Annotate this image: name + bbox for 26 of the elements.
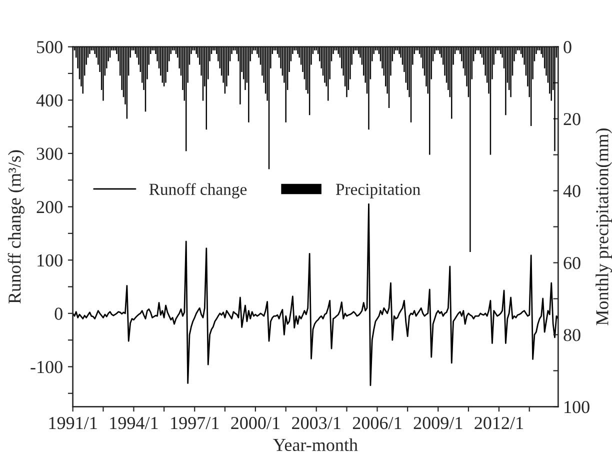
y-tick-label: 300 (36, 148, 62, 160)
y2-tick-label: 80 (564, 328, 580, 342)
y-tick-label: 200 (36, 201, 62, 214)
y2-tick-label: 20 (564, 113, 580, 126)
y-tick-label: 0 (54, 308, 62, 320)
y2-tick-label: 40 (563, 185, 580, 198)
x-axis-title: Year-month (273, 438, 358, 452)
y2-tick-label: 0 (564, 41, 572, 54)
y-tick-label: 400 (36, 94, 62, 107)
x-tick-label: 2003/1 (292, 416, 340, 430)
y-tick-label: -100 (30, 360, 62, 374)
x-tick-label: 2009/1 (414, 416, 462, 430)
legend-label: Runoff change (149, 183, 247, 198)
y-tick-label: 500 (37, 41, 62, 54)
x-tick-label: 1997/1 (171, 416, 219, 430)
x-tick-label: 1994/1 (110, 416, 158, 430)
y-axis-title: Runoff change (m³/s) (8, 150, 24, 304)
x-tick-label: 1991/1 (49, 416, 97, 430)
x-tick-label: 2012/1 (474, 416, 523, 430)
y-tick-label: 100 (38, 254, 62, 267)
x-tick-label: 2000/1 (231, 416, 280, 430)
y2-tick-label: 100 (564, 400, 590, 414)
y2-axis-title: Monthly precipitation(mm) (596, 128, 612, 326)
y2-tick-label: 60 (564, 256, 580, 270)
legend-label: Precipitation (336, 184, 420, 198)
x-tick-label: 2006/1 (352, 416, 402, 430)
